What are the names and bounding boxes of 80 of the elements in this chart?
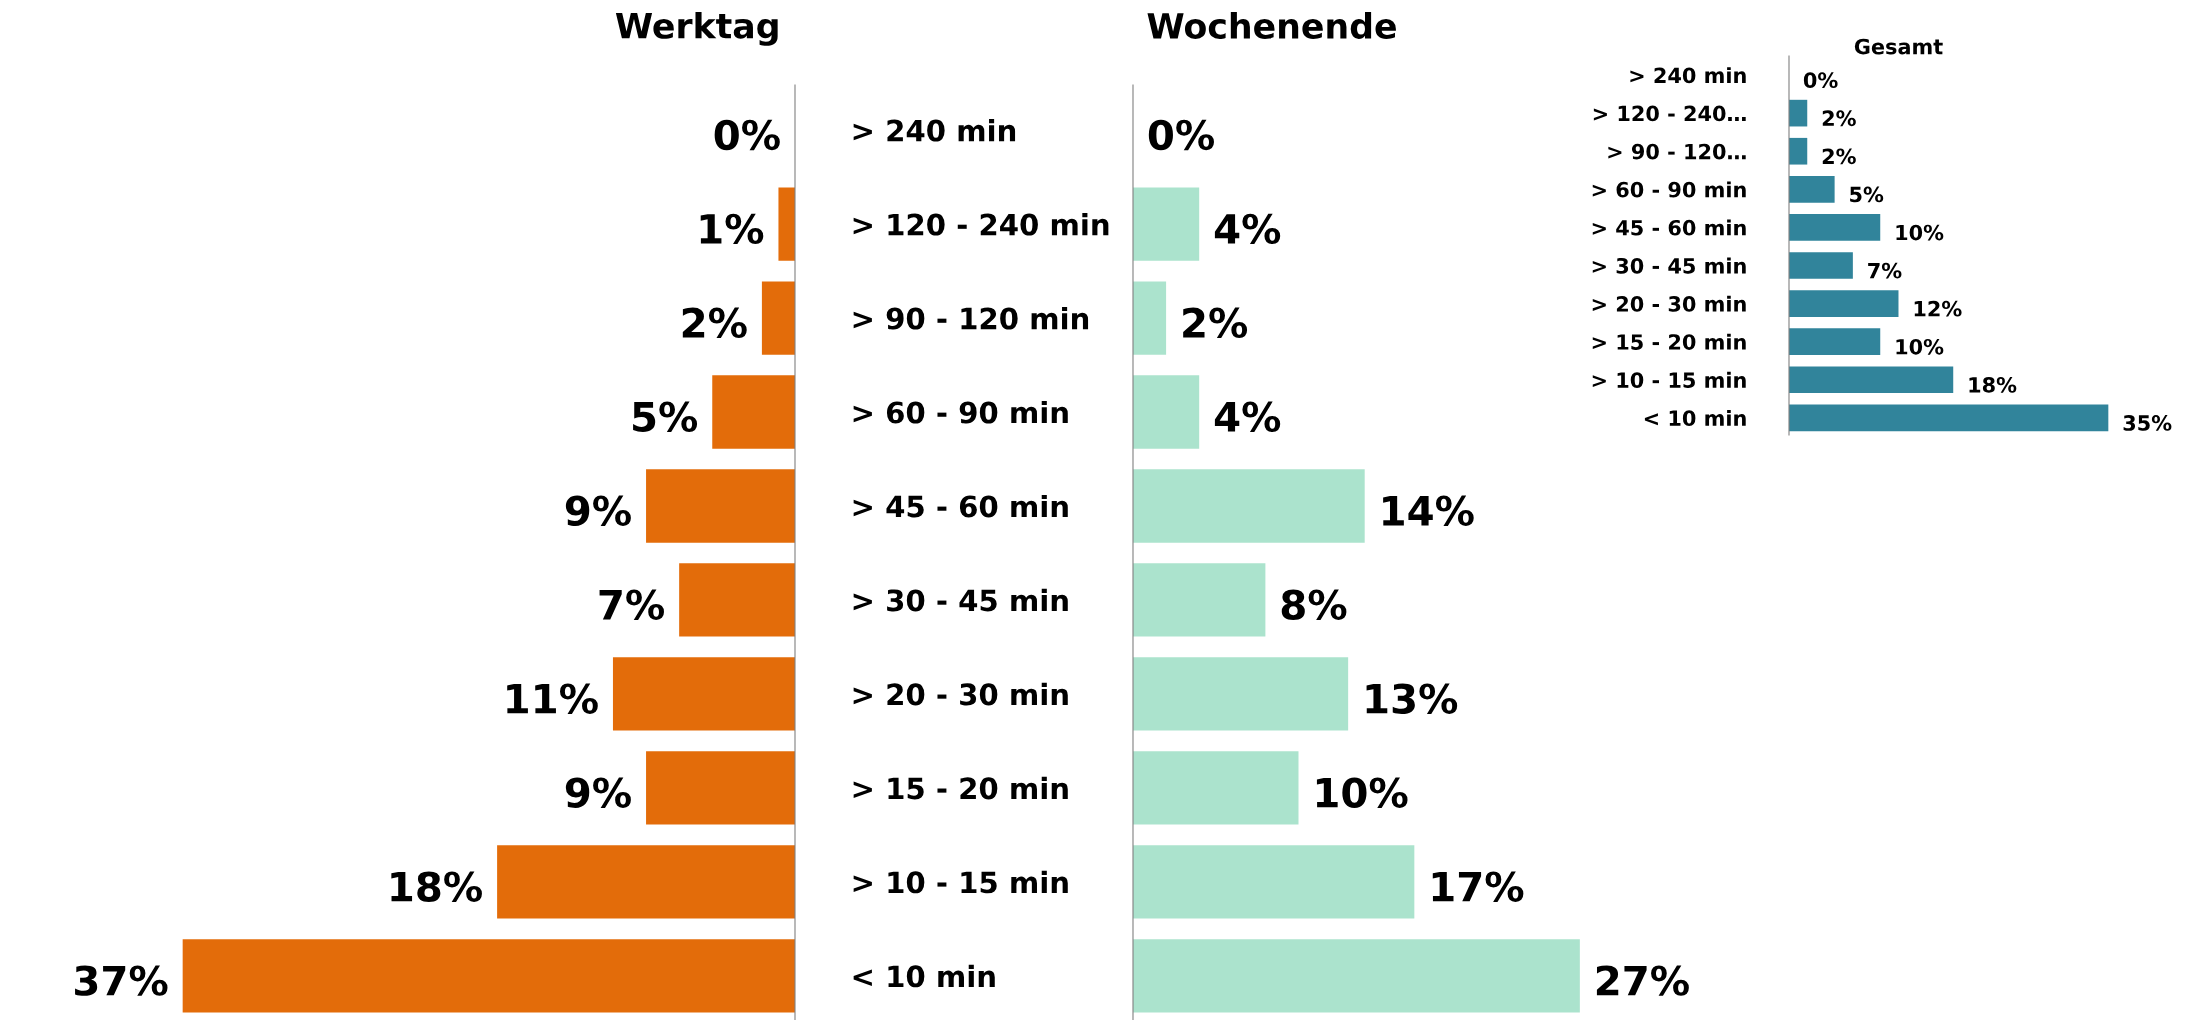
data-label: 4% [1214,213,1281,245]
data-label: 0% [714,119,780,151]
y-tick-label: > 60 - 90 min [853,400,1068,424]
bar [1133,657,1349,731]
data-label: 27% [1596,965,1689,996]
y-tick-label: > 240 min [1630,67,1746,84]
y-tick-label: < 10 min [1644,409,1746,427]
bar [612,657,795,731]
bar [1133,845,1415,919]
bar [182,939,795,1013]
bar [1133,563,1266,637]
bar [646,469,795,543]
bar [1133,281,1167,355]
bar [1789,366,1954,394]
bar [1789,290,1899,317]
bar [1133,469,1365,543]
data-label: 2% [1822,110,1856,127]
data-label: 17% [1432,871,1524,902]
data-label: 37% [75,965,168,996]
data-label: 13% [1366,683,1458,714]
y-tick-label: > 45 - 60 min [853,494,1068,518]
y-tick-label: > 120 - 240… [1593,105,1746,122]
bar [1133,939,1580,1013]
y-tick-label: > 90 - 120 min [853,306,1089,330]
bar [712,375,795,449]
data-label: 18% [391,871,482,902]
data-label: 2% [682,307,747,339]
data-label: 10% [1896,338,1944,355]
data-label: 4% [1214,401,1281,433]
y-tick-label: < 10 min [853,964,995,988]
chart-title: Werktag [615,11,778,46]
bar [1133,751,1299,825]
data-label: 0% [1148,119,1214,151]
bar [1133,375,1200,449]
data-label: 7% [1868,262,1902,279]
data-label: 12% [1914,300,1962,317]
y-tick-label: > 120 - 240 min [853,212,1109,236]
y-tick-label: > 240 min [853,119,1016,142]
bar [679,563,795,637]
y-tick-label: > 30 - 45 min [1592,257,1746,274]
y-tick-label: > 10 - 15 min [853,870,1068,894]
bar [1789,99,1808,127]
bar [1789,214,1881,241]
y-tick-label: > 10 - 15 min [1592,371,1746,388]
bar [1789,252,1853,279]
bar [778,187,795,261]
data-label: 10% [1896,224,1944,241]
data-label: 0% [1803,72,1838,89]
bar [497,845,795,919]
bar [1789,137,1808,165]
y-tick-label: > 15 - 20 min [853,776,1068,800]
data-label: 18% [1969,377,2017,393]
data-label: 2% [1183,307,1248,339]
data-label: 5% [633,401,698,433]
data-label: 14% [1383,495,1474,527]
y-tick-label: > 15 - 20 min [1592,333,1746,350]
data-label: 10% [1316,777,1408,808]
data-label: 1% [700,213,764,245]
bar [761,281,795,355]
data-label: 8% [1281,589,1347,620]
bar [1789,328,1881,356]
bar [1133,187,1200,261]
y-tick-label: > 60 - 90 min [1592,181,1746,198]
chart-title: Wochenende [1147,12,1396,39]
data-label: 7% [599,589,664,620]
data-label: 9% [565,777,631,808]
data-label: 11% [507,683,598,714]
y-tick-label: > 45 - 60 min [1592,219,1746,236]
y-tick-label: > 90 - 120… [1608,143,1746,160]
y-tick-label: > 20 - 30 min [853,682,1068,706]
y-tick-label: > 20 - 30 min [1592,295,1746,312]
chart-title: Gesamt [1854,38,1943,55]
bar [646,751,795,825]
data-label: 5% [1850,186,1884,203]
data-label: 2% [1822,148,1856,165]
data-label: 35% [2123,415,2172,431]
bar [1789,175,1835,203]
y-tick-label: > 30 - 45 min [853,588,1068,612]
bar [1789,404,2109,432]
data-label: 9% [565,495,631,527]
